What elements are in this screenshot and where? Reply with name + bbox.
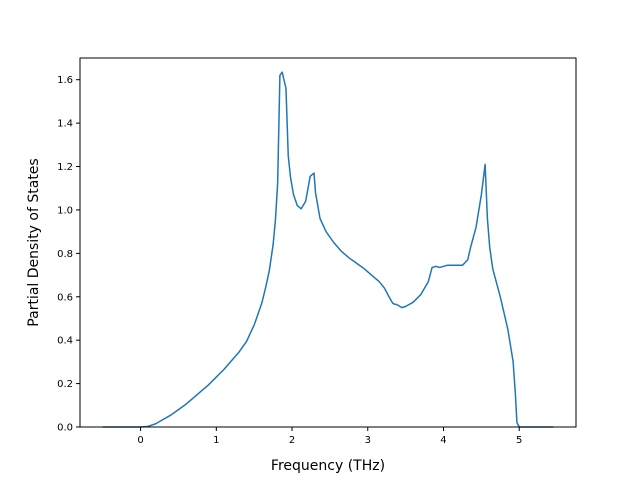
y-tick-label: 0.8 [57, 249, 73, 260]
y-tick-label: 0.2 [57, 379, 73, 390]
y-tick-label: 1.0 [57, 205, 73, 216]
y-tick-label: 0.6 [57, 292, 73, 303]
x-tick-label: 3 [365, 435, 371, 446]
axes-frame [79, 57, 577, 428]
x-axis-label: Frequency (THz) [271, 458, 385, 474]
x-tick-label: 2 [289, 435, 295, 446]
y-tick-label: 1.2 [57, 162, 73, 173]
x-tick-label: 0 [137, 435, 143, 446]
y-tick-label: 0.0 [57, 423, 73, 434]
y-tick-label: 1.4 [57, 119, 73, 130]
series-line-0 [102, 71, 554, 428]
x-tick-label: 1 [213, 435, 219, 446]
y-tick-label: 1.6 [57, 75, 73, 86]
plot-area [102, 71, 554, 428]
x-tick-label: 5 [516, 435, 522, 446]
y-axis-ticks: 0.0 0.2 0.4 0.6 0.8 1.0 1.2 1.4 1.6 [57, 75, 80, 434]
y-tick-label: 0.4 [57, 336, 73, 347]
x-axis-ticks: 0 1 2 3 4 5 [137, 427, 522, 446]
x-tick-label: 4 [440, 435, 446, 446]
y-axis-label: Partial Density of States [26, 158, 42, 326]
